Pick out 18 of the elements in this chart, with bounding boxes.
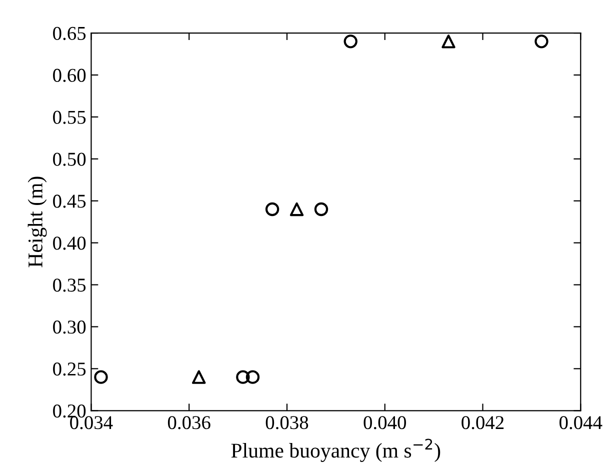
- x-tick-label: 0.036: [168, 416, 210, 430]
- y-tick-label: 0.60: [53, 68, 86, 82]
- x-tick-label: 0.038: [266, 416, 308, 430]
- y-tick-label: 0.30: [53, 320, 86, 334]
- y-tick-label: 0.40: [53, 236, 86, 250]
- y-tick-label: 0.45: [53, 194, 86, 208]
- x-tick-label: 0.040: [364, 416, 406, 430]
- x-axis-title: Plume buoyancy (m s$^{−2}$): [231, 438, 440, 462]
- y-tick-label: 0.50: [53, 152, 86, 166]
- y-tick-label: 0.65: [53, 26, 86, 40]
- x-tick-label: 0.042: [462, 416, 504, 430]
- y-tick-label: 0.20: [53, 404, 86, 418]
- x-tick-label: 0.034: [70, 416, 113, 430]
- y-tick-label: 0.35: [53, 278, 86, 292]
- y-axis-title: Height (m): [28, 176, 47, 268]
- y-tick-label: 0.55: [53, 110, 86, 124]
- x-tick-label: 0.044: [560, 416, 602, 430]
- y-tick-label: 0.25: [53, 362, 86, 376]
